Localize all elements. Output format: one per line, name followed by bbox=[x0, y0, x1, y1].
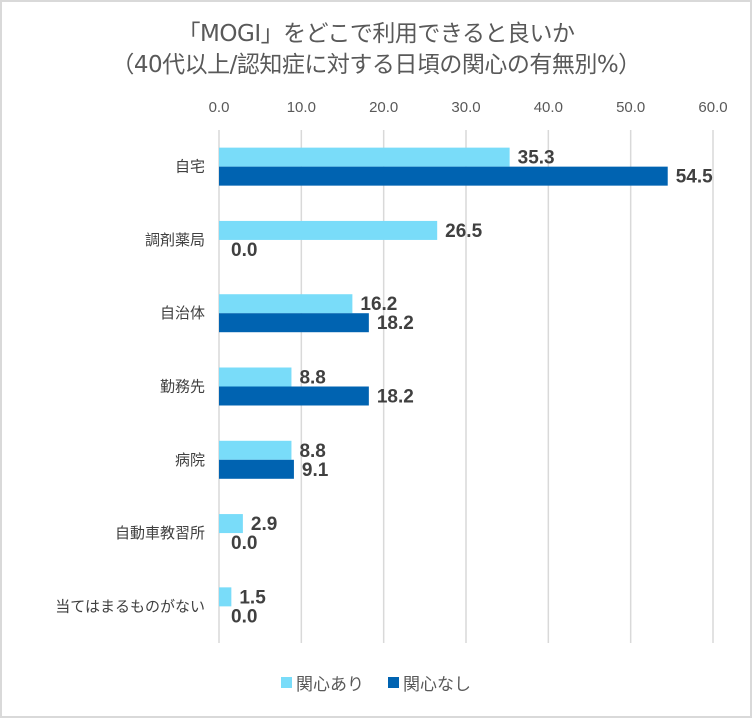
data-label: 26.5 bbox=[445, 221, 482, 242]
x-tick-label: 10.0 bbox=[287, 99, 316, 116]
x-tick-label: 0.0 bbox=[209, 99, 230, 116]
bar-series-1 bbox=[219, 386, 369, 406]
bar-series-0 bbox=[219, 367, 292, 387]
data-label: 18.2 bbox=[377, 387, 414, 408]
chart-title: 「MOGI」をどこで利用できると良いか bbox=[177, 21, 575, 47]
data-label: 8.8 bbox=[299, 441, 325, 462]
category-label: 調剤薬局 bbox=[145, 231, 205, 249]
data-label: 9.1 bbox=[302, 460, 329, 481]
bar-series-1 bbox=[219, 313, 369, 333]
data-label: 2.9 bbox=[251, 514, 277, 535]
legend-item-series-1: 関心なし bbox=[388, 670, 471, 695]
bar-series-1 bbox=[219, 166, 668, 186]
bar-series-0 bbox=[219, 147, 510, 167]
x-tick-label: 60.0 bbox=[698, 99, 727, 116]
x-tick-label: 40.0 bbox=[534, 99, 563, 116]
x-tick-label: 30.0 bbox=[451, 99, 480, 116]
data-label: 1.5 bbox=[239, 587, 266, 608]
data-label: 8.8 bbox=[299, 368, 325, 389]
bar-series-0 bbox=[219, 220, 438, 240]
data-label: 16.2 bbox=[360, 294, 397, 315]
data-label: 18.2 bbox=[377, 313, 414, 334]
x-tick-label: 20.0 bbox=[369, 99, 398, 116]
bar-series-0 bbox=[219, 587, 232, 607]
category-label: 自治体 bbox=[160, 304, 205, 322]
legend-label-series-0: 関心あり bbox=[296, 675, 364, 695]
legend-label-series-1: 関心なし bbox=[403, 675, 471, 695]
bar-series-0 bbox=[219, 514, 243, 534]
data-label: 35.3 bbox=[518, 148, 555, 169]
bar-series-1 bbox=[219, 459, 294, 479]
category-label: 当てはまるものがない bbox=[55, 597, 205, 615]
legend-swatch-series-1 bbox=[388, 677, 399, 688]
legend: 関心あり 関心なし bbox=[0, 670, 752, 695]
category-label: 自動車教習所 bbox=[115, 524, 205, 542]
data-label: 0.0 bbox=[231, 533, 257, 554]
data-label: 0.0 bbox=[231, 606, 257, 627]
chart-subtitle: （40代以上/認知症に対する日頃の関心の有無別%） bbox=[111, 52, 641, 78]
bar-series-0 bbox=[219, 294, 353, 314]
data-label: 0.0 bbox=[231, 240, 257, 261]
x-tick-label: 50.0 bbox=[616, 99, 645, 116]
category-label: 自宅 bbox=[175, 158, 205, 176]
category-label: 病院 bbox=[175, 451, 205, 469]
bar-series-0 bbox=[219, 440, 292, 460]
legend-item-series-0: 関心あり bbox=[281, 670, 364, 695]
data-label: 54.5 bbox=[676, 167, 713, 188]
legend-swatch-series-0 bbox=[281, 677, 292, 688]
category-label: 勤務先 bbox=[160, 378, 205, 396]
